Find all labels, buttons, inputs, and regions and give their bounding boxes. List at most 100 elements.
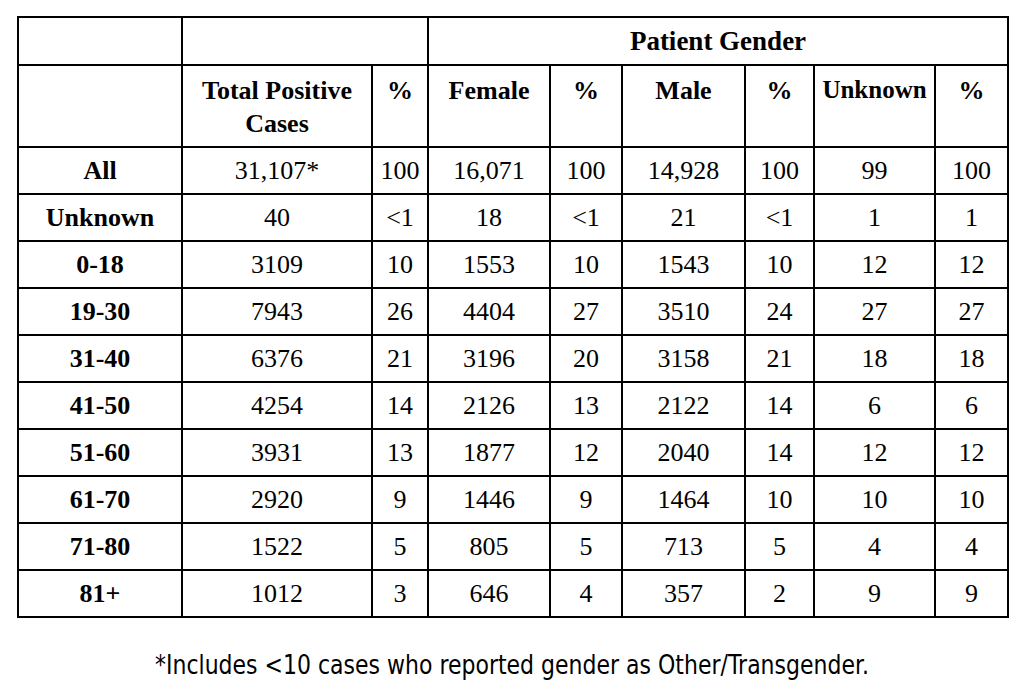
table-row-61-70: 61-70 2920 9 1446 9 1464 10 10 10 xyxy=(18,476,1008,523)
table-cell: 26 xyxy=(372,288,428,335)
table-cell: 1543 xyxy=(622,241,745,288)
table-cell: 1464 xyxy=(622,476,745,523)
row-label-header-cell xyxy=(18,65,182,147)
table-row-51-60: 51-60 3931 13 1877 12 2040 14 12 12 xyxy=(18,429,1008,476)
table-cell: 20 xyxy=(550,335,622,382)
table-cell: 3931 xyxy=(182,429,372,476)
table-cell: 24 xyxy=(745,288,814,335)
row-label: 51-60 xyxy=(18,429,182,476)
table-cell: 12 xyxy=(935,429,1008,476)
table-row-81plus: 81+ 1012 3 646 4 357 2 9 9 xyxy=(18,570,1008,617)
table-cell: <1 xyxy=(372,194,428,241)
table-cell: 2 xyxy=(745,570,814,617)
table-cell: 14 xyxy=(372,382,428,429)
table-cell: 7943 xyxy=(182,288,372,335)
table-cell: 5 xyxy=(372,523,428,570)
table-cell: 27 xyxy=(550,288,622,335)
table-row-19-30: 19-30 7943 26 4404 27 3510 24 27 27 xyxy=(18,288,1008,335)
corner-cell xyxy=(18,17,182,65)
table-cell: 4 xyxy=(935,523,1008,570)
row-label: 81+ xyxy=(18,570,182,617)
table-cell: 6376 xyxy=(182,335,372,382)
row-label: 19-30 xyxy=(18,288,182,335)
table-cell: 14 xyxy=(745,382,814,429)
column-header-total-positive-cases: Total Positive Cases xyxy=(182,65,372,147)
table-cell: 4 xyxy=(814,523,935,570)
column-header-female: Female xyxy=(428,65,550,147)
table-cell: 1877 xyxy=(428,429,550,476)
table-cell: 100 xyxy=(745,147,814,194)
table-cell: 4404 xyxy=(428,288,550,335)
table-cell: 4254 xyxy=(182,382,372,429)
table-cell: 100 xyxy=(372,147,428,194)
table-cell: 99 xyxy=(814,147,935,194)
table-cell: 10 xyxy=(372,241,428,288)
table-cell: 1012 xyxy=(182,570,372,617)
table-cell: 100 xyxy=(935,147,1008,194)
table-cell: <1 xyxy=(550,194,622,241)
table-cell: 21 xyxy=(622,194,745,241)
table-cell: 12 xyxy=(814,241,935,288)
table-row-41-50: 41-50 4254 14 2126 13 2122 14 6 6 xyxy=(18,382,1008,429)
table-cell: 9 xyxy=(550,476,622,523)
column-header-unknown: Unknown xyxy=(814,65,935,147)
row-label: 0-18 xyxy=(18,241,182,288)
table-cell: 21 xyxy=(372,335,428,382)
column-header-unknown-percent: % xyxy=(935,65,1008,147)
table-cell: 10 xyxy=(745,241,814,288)
table-cell: 10 xyxy=(814,476,935,523)
row-label: All xyxy=(18,147,182,194)
table-row-all: All 31,107* 100 16,071 100 14,928 100 99… xyxy=(18,147,1008,194)
table-cell: 31,107* xyxy=(182,147,372,194)
table-cell: 357 xyxy=(622,570,745,617)
row-label: 31-40 xyxy=(18,335,182,382)
table-cell: 12 xyxy=(935,241,1008,288)
table-cell: 13 xyxy=(550,382,622,429)
table-cell: 713 xyxy=(622,523,745,570)
table-cell: 5 xyxy=(550,523,622,570)
table-cell: 9 xyxy=(935,570,1008,617)
table-cell: 9 xyxy=(814,570,935,617)
table-cell: 3 xyxy=(372,570,428,617)
patient-gender-header: Patient Gender xyxy=(428,17,1008,65)
table-cell: 18 xyxy=(935,335,1008,382)
table-cell: 9 xyxy=(372,476,428,523)
table-cell: 10 xyxy=(550,241,622,288)
column-header-female-percent: % xyxy=(550,65,622,147)
table-cell: 40 xyxy=(182,194,372,241)
column-header-total-percent: % xyxy=(372,65,428,147)
table-cell: 5 xyxy=(745,523,814,570)
table-cell: 805 xyxy=(428,523,550,570)
table-row-31-40: 31-40 6376 21 3196 20 3158 21 18 18 xyxy=(18,335,1008,382)
table-cell: 18 xyxy=(428,194,550,241)
table-row-0-18: 0-18 3109 10 1553 10 1543 10 12 12 xyxy=(18,241,1008,288)
column-header-label: Total Positive Cases xyxy=(195,74,360,141)
table-cell: 1 xyxy=(814,194,935,241)
row-label: 61-70 xyxy=(18,476,182,523)
table-cell: 13 xyxy=(372,429,428,476)
table-row-71-80: 71-80 1522 5 805 5 713 5 4 4 xyxy=(18,523,1008,570)
row-label: 41-50 xyxy=(18,382,182,429)
table-cell: 16,071 xyxy=(428,147,550,194)
table-cell: 6 xyxy=(935,382,1008,429)
table-cell: 6 xyxy=(814,382,935,429)
table-cell: 3196 xyxy=(428,335,550,382)
table-cell: 2126 xyxy=(428,382,550,429)
column-header-male-percent: % xyxy=(745,65,814,147)
table-cell: 3158 xyxy=(622,335,745,382)
table-cell: 1 xyxy=(935,194,1008,241)
table-cell: 2122 xyxy=(622,382,745,429)
table-cell: 4 xyxy=(550,570,622,617)
table-cell: 2920 xyxy=(182,476,372,523)
table-cell: 10 xyxy=(935,476,1008,523)
table-cell: 10 xyxy=(745,476,814,523)
column-header-male: Male xyxy=(622,65,745,147)
table-cell: 21 xyxy=(745,335,814,382)
footnote: *Includes <10 cases who reported gender … xyxy=(0,650,1024,680)
table-cell: 14,928 xyxy=(622,147,745,194)
total-group-cell xyxy=(182,17,428,65)
row-label: 71-80 xyxy=(18,523,182,570)
table-cell: 2040 xyxy=(622,429,745,476)
table-cell: 12 xyxy=(550,429,622,476)
row-label: Unknown xyxy=(18,194,182,241)
